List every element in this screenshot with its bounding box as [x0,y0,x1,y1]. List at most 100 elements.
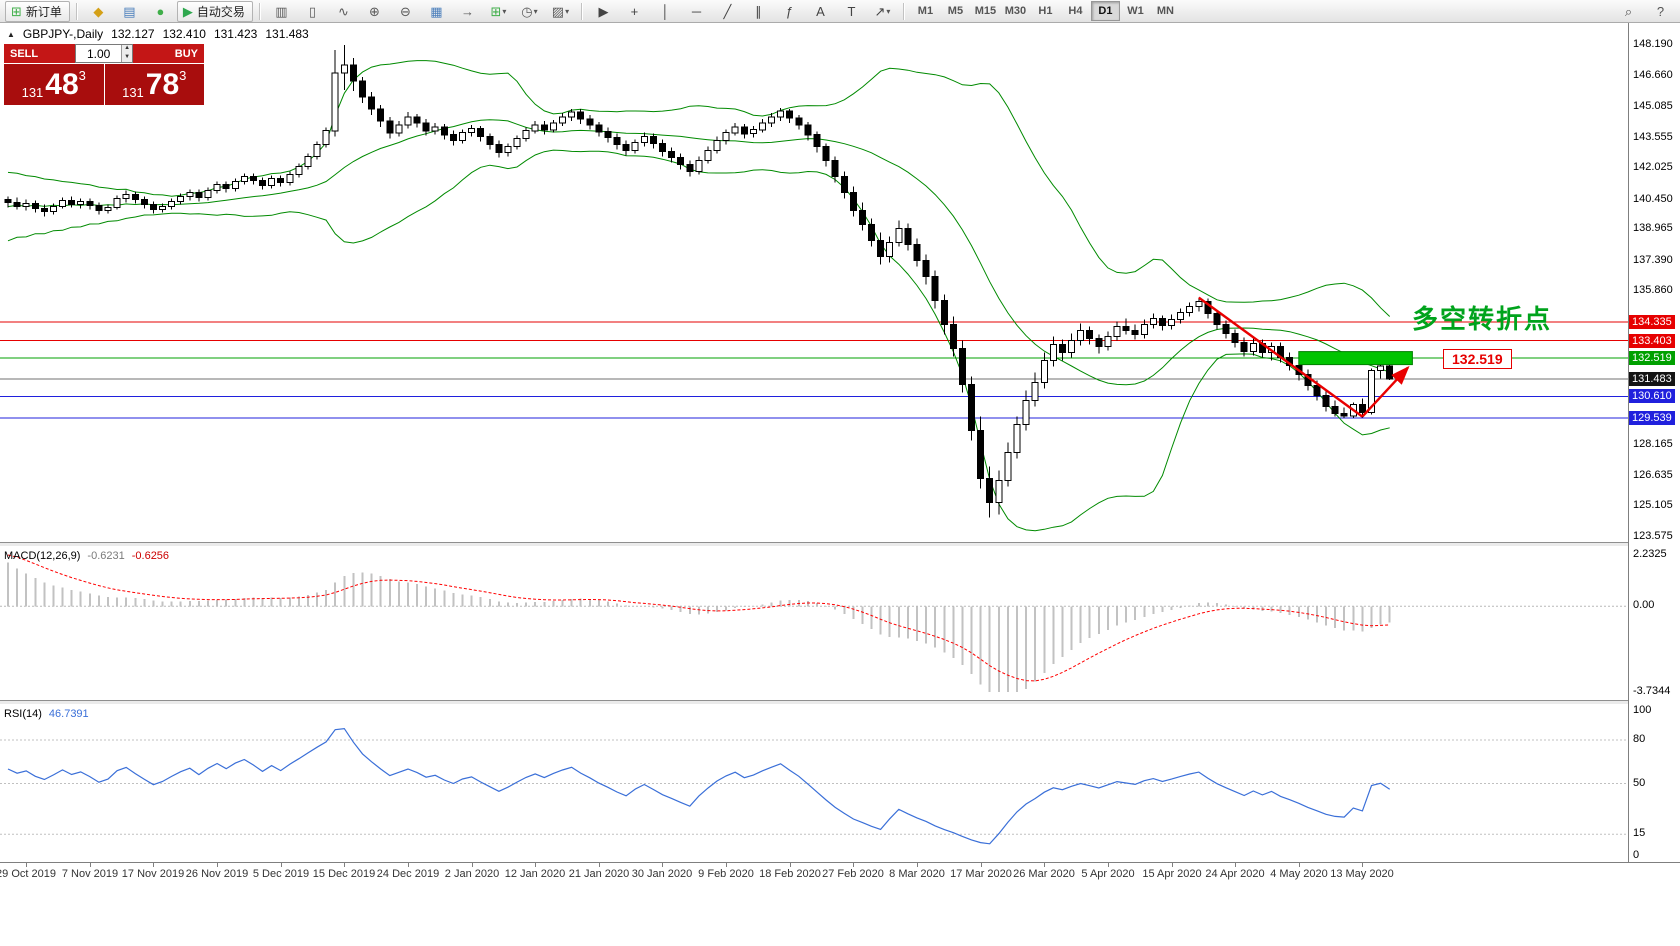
timeframe-m5[interactable]: M5 [947,5,964,17]
volume-spinner[interactable]: ▲ ▼ [121,45,132,62]
crosshair-icon[interactable]: + [630,3,639,19]
date-label: 24 Dec 2019 [376,868,440,880]
sell-price-button[interactable]: 131 48 3 [4,64,104,105]
rsi-axis-label: 50 [1633,777,1646,789]
periods-icon[interactable]: ◷ ▾ [521,3,538,19]
time-axis-tick [153,863,154,867]
rsi-line [7,727,1391,845]
templates-icon[interactable]: ▨ ▾ [551,3,570,19]
time-axis-tick [1299,863,1300,867]
timeframe-mn[interactable]: MN [1156,5,1174,17]
date-label: 27 Feb 2020 [822,868,884,880]
terminal-icon[interactable]: ▤ [123,3,136,19]
arrows-icon[interactable]: ↗ ▾ [874,3,891,19]
macd-label: MACD(12,26,9) [4,550,81,562]
macd-signal-value: -0.6256 [131,550,170,562]
buy-price-big: 78 [145,67,180,101]
cursor-icon[interactable]: ▶ [598,3,609,19]
community-icon[interactable]: ● [156,3,165,19]
volume-down-icon[interactable]: ▼ [124,53,131,60]
volume-input[interactable] [76,45,122,62]
price-axis-label: 125.105 [1633,499,1673,511]
ohlc-open: 132.127 [111,27,155,41]
price-axis-label: 123.575 [1633,530,1673,542]
price-axis[interactable]: 148.190 146.660 145.085 143.555 142.025 140.4… [1628,23,1680,862]
time-axis-tick [1044,863,1045,867]
sell-price-big: 48 [45,67,79,101]
turning-point-annotation: 多空转折点 [1412,304,1553,334]
price-axis-label: 135.860 [1633,284,1673,296]
timeframe-m15[interactable]: M15 [974,5,997,17]
fibonacci-icon[interactable]: ƒ [785,3,794,19]
date-label: 8 Mar 2020 [889,868,945,880]
price-axis-label: 142.025 [1633,161,1673,173]
autotrading-label: 自动交易 [196,4,245,19]
hline-icon[interactable]: ─ [691,3,702,19]
date-label: 9 Feb 2020 [698,868,754,880]
time-axis-tick [90,863,91,867]
rsi-window-divider[interactable] [0,700,1680,705]
macd-canvas[interactable] [0,547,1628,700]
channel-icon[interactable]: ∥ [755,3,762,19]
macd-header: MACD(12,26,9) -0.6231 -0.6256 [4,550,169,562]
rsi-header: RSI(14) 46.7391 [4,708,89,720]
time-axis-tick [1362,863,1363,867]
text-icon[interactable]: A [816,3,825,19]
zoom-out-icon[interactable]: ⊖ [399,3,411,19]
timeframe-d1[interactable]: D1 [1090,1,1120,21]
label-icon[interactable]: T [847,3,856,19]
macd-axis-label: 2.2325 [1633,548,1667,560]
rsi-value: 46.7391 [48,708,89,720]
toolbar: ⊞ 新订单 ◆ ▤ ● ▶ 自动交易 ▥ ▯ ∿ ⊕ ⊖ ▦ → ⊞ ▾ ◷ ▾ ▨ ▾ ▶ + │ ─ ╱ ∥ ƒ A T… [0,0,1680,23]
rsi-axis-label: 15 [1633,827,1646,839]
toolbar-separator [75,2,78,20]
rsi-axis-label: 100 [1633,704,1652,716]
price-axis-label: 148.190 [1633,38,1673,50]
zoom-in-icon[interactable]: ⊕ [368,3,380,19]
date-label: 29 Oct 2019 [0,868,56,880]
macd-window-divider[interactable] [0,542,1680,547]
price-axis-flag: 134.335 [1629,315,1675,329]
bar-chart-icon[interactable]: ▥ [275,3,288,19]
candlestick-icon[interactable]: ▯ [308,3,317,19]
timeframe-h1[interactable]: H1 [1038,5,1053,17]
date-label: 5 Dec 2019 [252,868,310,880]
timeframe-m30[interactable]: M30 [1004,5,1027,17]
price-axis-flag: 130.610 [1629,389,1675,403]
auto-scroll-icon[interactable]: → [460,3,474,19]
search-icon[interactable]: ⌕ [1624,3,1633,19]
trendline-icon[interactable]: ╱ [723,3,732,19]
toolbar-separator [580,2,583,20]
rsi-axis-label: 0 [1633,849,1640,861]
candles-layer [4,45,1394,518]
date-label: 4 May 2020 [1270,868,1328,880]
chart-canvas[interactable] [0,23,1628,542]
time-axis[interactable]: 29 Oct 2019 7 Nov 2019 17 Nov 2019 26 Nov 2… [0,862,1680,893]
bollinger-middle [7,119,1390,386]
new-chart-icon[interactable]: ⊞ ▾ [490,3,507,19]
help-icon[interactable]: ? [1656,3,1665,19]
rsi-canvas[interactable] [0,705,1628,862]
date-label: 17 Mar 2020 [950,868,1012,880]
price-axis-flag: 133.403 [1629,334,1675,348]
timeframe-m1[interactable]: M1 [917,5,934,17]
line-chart-icon[interactable]: ∿ [337,3,349,19]
volume-up-icon[interactable]: ▲ [124,45,131,51]
tile-windows-icon[interactable]: ▦ [430,3,443,19]
autotrading-button[interactable]: ▶ 自动交易 [176,0,253,22]
vline-icon[interactable]: │ [661,3,670,19]
autotrading-play-icon: ▶ [182,3,193,19]
new-order-button[interactable]: ⊞ 新订单 [5,0,70,22]
one-click-collapse-icon[interactable]: ▲ [7,29,15,39]
time-axis-tick [408,863,409,867]
timeframe-h4[interactable]: H4 [1068,5,1083,17]
date-label: 12 Jan 2020 [504,868,566,880]
time-axis-tick [853,863,854,867]
buy-price-button[interactable]: 131 78 3 [104,64,204,105]
trend-line [1361,365,1410,418]
metaeditor-icon[interactable]: ◆ [93,3,104,19]
symbol-title: GBPJPY-,Daily [22,27,104,41]
zone-price-label: 132.519 [1443,349,1512,369]
timeframe-w1[interactable]: W1 [1127,5,1144,17]
time-axis-tick [535,863,536,867]
